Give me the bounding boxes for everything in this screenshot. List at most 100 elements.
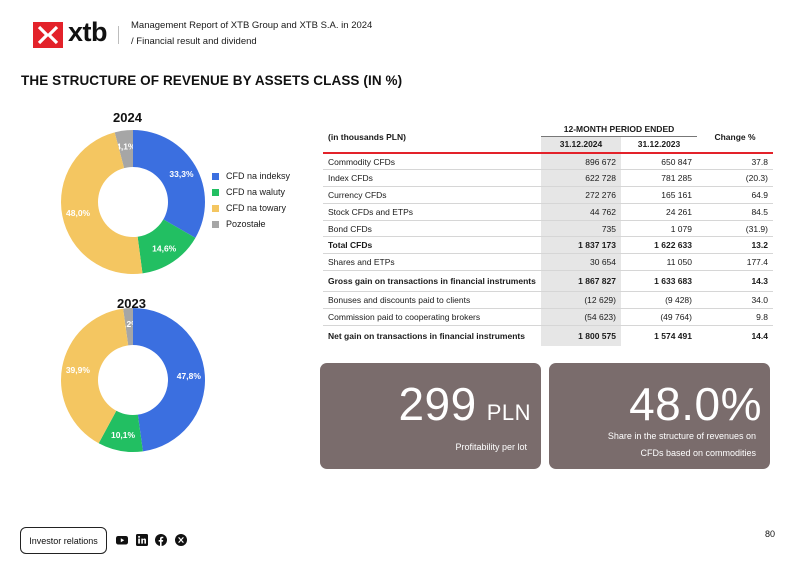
- slice-cfd-na-waluty: [98, 410, 143, 452]
- section-title: THE STRUCTURE OF REVENUE BY ASSETS CLASS…: [21, 73, 403, 88]
- slice-label-cfd-na-towary: 39,9%: [66, 365, 91, 375]
- slice-label-pozosta-e: 4,1%: [116, 141, 136, 151]
- facebook-icon[interactable]: [155, 534, 167, 546]
- kpi-value: 48.0%: [629, 377, 762, 431]
- report-subtitle: / Financial result and dividend: [131, 36, 257, 47]
- value-2023: 165 161: [621, 186, 697, 204]
- legend-label: CFD na towary: [226, 203, 287, 213]
- value-2023: 24 261: [621, 203, 697, 221]
- value-change: 14.4: [697, 324, 773, 347]
- row-label: Currency CFDs: [323, 186, 541, 204]
- revenue-table: (in thousands PLN) 12-MONTH PERIOD ENDED…: [323, 122, 773, 347]
- legend-swatch: [212, 204, 219, 212]
- table-row: Commission paid to cooperating brokers (…: [323, 308, 773, 326]
- kpi-value: 299 PLN: [398, 377, 531, 431]
- table-row-total: Total CFDs 1 837 173 1 622 633 13.2: [323, 236, 773, 255]
- value-2023: 11 050: [621, 253, 697, 272]
- value-change: (31.9): [697, 220, 773, 238]
- legend-item-indices: CFD na indeksy: [212, 168, 290, 184]
- value-2023: 1 622 633: [621, 236, 697, 255]
- kpi-caption-line1: Share in the structure of revenues on: [607, 431, 756, 441]
- table-row-net: Net gain on transactions in financial in…: [323, 324, 773, 347]
- kpi-card-profitability: 299 PLN Profitability per lot: [320, 363, 541, 469]
- value-change: 34.0: [697, 291, 773, 309]
- value-change: 177.4: [697, 253, 773, 272]
- value-2024: 896 672: [541, 153, 621, 171]
- table-year-row: 31.12.2024 31.12.2023: [323, 136, 773, 154]
- legend-item-commodities: CFD na towary: [212, 200, 290, 216]
- row-label: Bond CFDs: [323, 220, 541, 238]
- slice-cfd-na-indeksy: [133, 308, 205, 452]
- value-2024: 735: [541, 220, 621, 238]
- table-row: Stock CFDs and ETPs 44 762 24 261 84.5: [323, 203, 773, 221]
- value-2024: 44 762: [541, 203, 621, 221]
- investor-relations-button[interactable]: Investor relations: [20, 527, 107, 554]
- table-row: Bonuses and discounts paid to clients (1…: [323, 291, 773, 309]
- value-change: 14.3: [697, 270, 773, 293]
- kpi-caption-line2: CFDs based on commodities: [640, 448, 756, 458]
- donut-2024-title: 2024: [113, 110, 142, 125]
- legend-item-currencies: CFD na waluty: [212, 184, 290, 200]
- chart-legend: CFD na indeksy CFD na waluty CFD na towa…: [212, 168, 290, 232]
- youtube-icon[interactable]: [116, 534, 128, 546]
- value-2023: 650 847: [621, 153, 697, 171]
- report-title: Management Report of XTB Group and XTB S…: [131, 20, 373, 31]
- slice-cfd-na-towary: [60, 132, 143, 274]
- slice-label-cfd-na-waluty: 10,1%: [111, 430, 136, 440]
- slice-label-cfd-na-towary: 48,0%: [66, 208, 91, 218]
- row-label: Shares and ETPs: [323, 253, 541, 272]
- kpi-card-commodity-share: 48.0% Share in the structure of revenues…: [549, 363, 770, 469]
- donut-chart-2023: 2,2% 47,8% 10,1% 39,9%: [60, 308, 205, 452]
- legend-item-other: Pozostałe: [212, 216, 290, 232]
- value-2023: 1 079: [621, 220, 697, 238]
- kpi-unit: PLN: [486, 400, 531, 425]
- table-row: Currency CFDs 272 276 165 161 64.9: [323, 186, 773, 204]
- table-row: Index CFDs 622 728 781 285 (20.3): [323, 169, 773, 188]
- value-2023: (9 428): [621, 291, 697, 309]
- slice-cfd-na-towary: [60, 308, 129, 444]
- value-2024: 272 276: [541, 186, 621, 204]
- value-2023: 1 633 683: [621, 270, 697, 293]
- slice-label-cfd-na-waluty: 14,6%: [152, 244, 177, 254]
- unit-label: (in thousands PLN): [323, 122, 541, 154]
- kpi-number: 299: [398, 378, 477, 430]
- slice-label-pozosta-e: 2,2%: [119, 319, 139, 329]
- table-row-gross: Gross gain on transactions in financial …: [323, 270, 773, 293]
- value-change: (20.3): [697, 169, 773, 188]
- linkedin-icon[interactable]: [136, 534, 148, 546]
- legend-label: CFD na indeksy: [226, 171, 291, 181]
- row-label: Net gain on transactions in financial in…: [323, 324, 541, 347]
- col-2024-header: 31.12.2024: [541, 136, 621, 154]
- value-change: 64.9: [697, 186, 773, 204]
- donut-chart-2024: 4,1% 33,3% 14,6% 48,0%: [60, 130, 206, 274]
- row-label: Index CFDs: [323, 169, 541, 188]
- value-change: 84.5: [697, 203, 773, 221]
- value-2024: 30 654: [541, 253, 621, 272]
- value-2024: 1 800 575: [541, 324, 621, 347]
- value-change: 13.2: [697, 236, 773, 255]
- legend-label: CFD na waluty: [226, 187, 286, 197]
- kpi-caption: Profitability per lot: [455, 442, 527, 452]
- value-change: 9.8: [697, 308, 773, 326]
- period-label: 12-MONTH PERIOD ENDED: [541, 122, 697, 137]
- change-header: Change %: [697, 122, 773, 154]
- row-label: Gross gain on transactions in financial …: [323, 270, 541, 293]
- slice-label-cfd-na-indeksy: 47,8%: [177, 371, 202, 381]
- value-change: 37.8: [697, 153, 773, 171]
- value-2024: (54 623): [541, 308, 621, 326]
- value-2023: (49 764): [621, 308, 697, 326]
- value-2023: 781 285: [621, 169, 697, 188]
- slice-label-cfd-na-indeksy: 33,3%: [169, 169, 194, 179]
- x-icon[interactable]: [175, 534, 187, 546]
- x-logo-icon: [37, 25, 59, 45]
- slice-cfd-na-waluty: [137, 219, 196, 274]
- slice-pozosta-e: [114, 130, 133, 169]
- row-label: Bonuses and discounts paid to clients: [323, 291, 541, 309]
- value-2024: 1 867 827: [541, 270, 621, 293]
- value-2024: 1 837 173: [541, 236, 621, 255]
- xtb-logo-mark: [33, 22, 63, 48]
- table-row: Commodity CFDs 896 672 650 847 37.8: [323, 153, 773, 171]
- legend-swatch: [212, 172, 219, 180]
- table-row: Bond CFDs 735 1 079 (31.9): [323, 220, 773, 238]
- slice-cfd-na-indeksy: [133, 130, 206, 238]
